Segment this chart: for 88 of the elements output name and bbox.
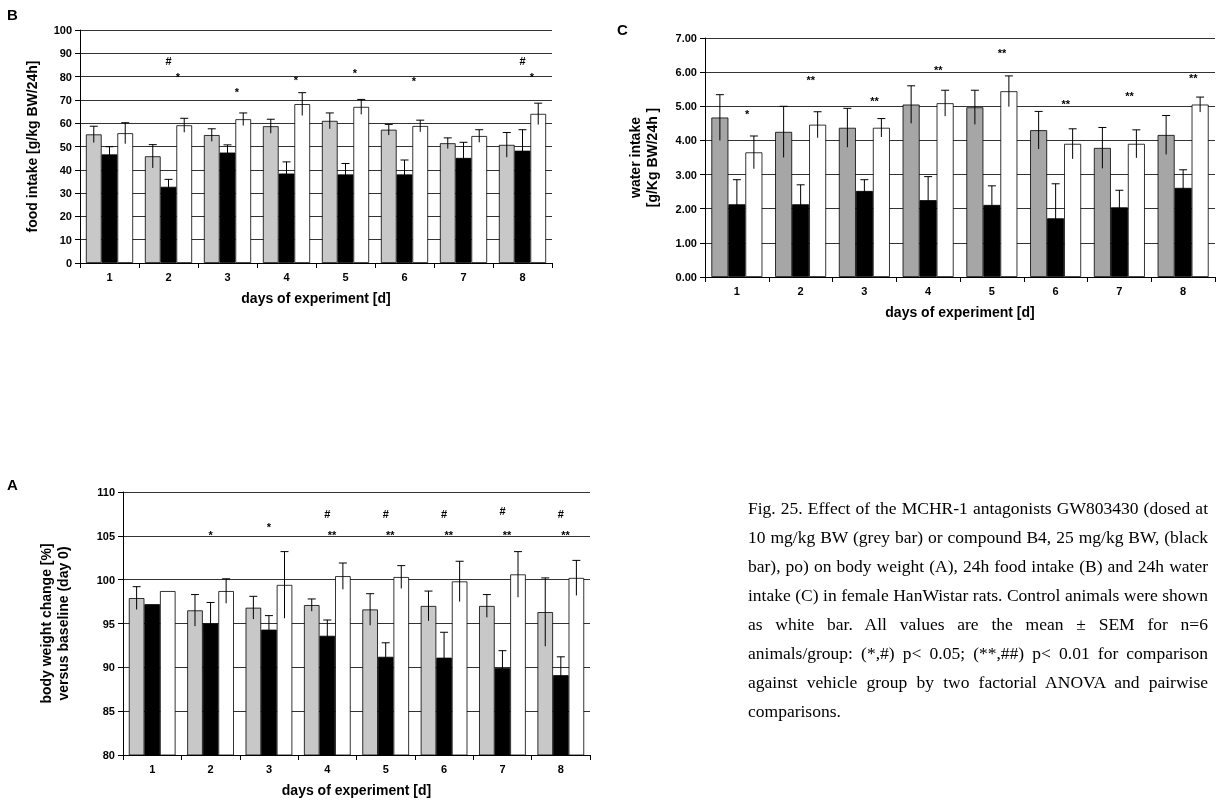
caption: Fig. 25. Effect of the MCHR-1 antagonists GW803430 (dosed at 10 mg/kg BW (grey bar) or compound B4, 25 mg/kg BW, (black bar), po) on body weight (A), 24h food intake (B) and 24h water intake (C) in female HanWistar rats. Control animals were shown as white bar. All values are the mean ± SEM for n=6 animals/group: (*,#) p< 0.05; (**,##) p< 0.01 for comparison against vehicle group by two factorial ANOVA and pairwise comparisons. — [748, 497, 1208, 723]
y-tick-label: 5.00 — [675, 100, 697, 113]
y-axis-title: water intake [g/Kg BW/24h ] — [626, 107, 660, 208]
annotation: ** — [327, 529, 337, 542]
y-tick-label: 80 — [102, 749, 115, 761]
x-tick-label: 2 — [165, 270, 172, 283]
x-tick-label: 8 — [519, 270, 526, 283]
x-axis-title: days of experiment [d] — [241, 290, 391, 306]
annotation: # — [499, 504, 506, 517]
annotation: ** — [806, 74, 816, 87]
x-axis-title: days of experiment [d] — [885, 304, 1035, 320]
annotation: ** — [997, 46, 1008, 59]
annotation: * — [411, 74, 417, 87]
x-tick-label: 5 — [342, 270, 349, 283]
y-tick-label: 95 — [102, 617, 115, 630]
y-tick-label: 85 — [102, 705, 115, 718]
x-tick-label: 1 — [733, 284, 740, 297]
y-tick-label: 50 — [59, 140, 72, 153]
x-axis-title: days of experiment [d] — [281, 782, 432, 798]
annotation: ** — [502, 529, 513, 542]
x-tick-label: 1 — [106, 270, 113, 283]
annotation: ** — [1061, 98, 1071, 111]
x-tick-label: 2 — [797, 284, 804, 297]
annotation: # — [557, 507, 564, 520]
y-tick-label: 7.00 — [675, 32, 697, 44]
x-tick-label: 2 — [207, 762, 214, 775]
annotation: ** — [561, 529, 571, 542]
annotation: ** — [444, 529, 454, 542]
y-tick-label: 80 — [59, 70, 72, 83]
y-tick-label: 4.00 — [675, 134, 697, 147]
y-tick-label: 100 — [53, 24, 72, 36]
x-tick-label: 6 — [401, 270, 408, 283]
chart-title: A — [7, 476, 18, 493]
annotation: * — [744, 107, 750, 120]
y-tick-label: 105 — [96, 529, 115, 542]
y-tick-label: 6.00 — [675, 66, 697, 79]
x-tick-label: 7 — [460, 270, 467, 283]
y-tick-label: 0 — [65, 257, 72, 269]
x-tick-label: 3 — [265, 762, 272, 775]
x-tick-label: 8 — [557, 762, 564, 775]
x-tick-label: 6 — [1052, 284, 1059, 297]
x-tick-label: 4 — [925, 284, 933, 297]
x-tick-label: 1 — [149, 762, 156, 775]
y-axis-title: food intake [g/kg BW/24h] — [23, 60, 40, 233]
annotation: * — [234, 85, 240, 98]
y-tick-label: 60 — [59, 117, 72, 130]
y-tick-label: 10 — [59, 233, 72, 246]
x-tick-label: 3 — [861, 284, 868, 297]
y-tick-label: 90 — [102, 661, 115, 674]
y-axis-title: body weight change [%] versus baseline (day 0) — [37, 543, 71, 704]
chart-title: C — [617, 21, 628, 38]
chart-title: B — [7, 6, 18, 23]
x-tick-label: 5 — [988, 284, 995, 297]
annotation: ** — [1125, 89, 1135, 102]
annotation: # — [324, 507, 331, 520]
annotation: * — [175, 71, 181, 84]
x-tick-label: 3 — [224, 270, 231, 283]
x-tick-label: 7 — [499, 762, 506, 775]
y-tick-label: 30 — [59, 187, 72, 200]
x-tick-label: 5 — [382, 762, 389, 775]
annotation: * — [208, 529, 214, 542]
y-tick-label: 70 — [59, 93, 72, 106]
annotation: ** — [1189, 71, 1199, 84]
y-tick-label: 110 — [97, 486, 115, 498]
x-tick-label: 6 — [441, 762, 448, 775]
annotation: # — [165, 54, 172, 67]
y-tick-label: 20 — [59, 210, 72, 223]
y-tick-label: 1.00 — [675, 236, 697, 249]
x-tick-label: 8 — [1180, 284, 1187, 297]
annotation: * — [293, 73, 299, 86]
y-tick-label: 3.00 — [675, 168, 697, 181]
y-tick-label: 40 — [59, 163, 72, 176]
annotation: ** — [934, 63, 944, 76]
x-tick-label: 7 — [1116, 284, 1123, 297]
y-tick-label: 2.00 — [675, 202, 697, 215]
x-tick-label: 4 — [283, 270, 291, 283]
y-tick-label: 90 — [59, 47, 72, 60]
annotation: # — [382, 507, 389, 520]
annotation: ** — [870, 94, 880, 107]
annotation: * — [352, 66, 358, 79]
annotation: * — [529, 71, 535, 84]
annotation: # — [441, 507, 448, 520]
y-tick-label: 100 — [96, 573, 115, 586]
y-tick-label: 0.00 — [675, 271, 697, 283]
annotation: ** — [386, 529, 396, 542]
annotation: * — [266, 521, 272, 534]
annotation: # — [519, 54, 526, 67]
x-tick-label: 4 — [324, 762, 332, 775]
